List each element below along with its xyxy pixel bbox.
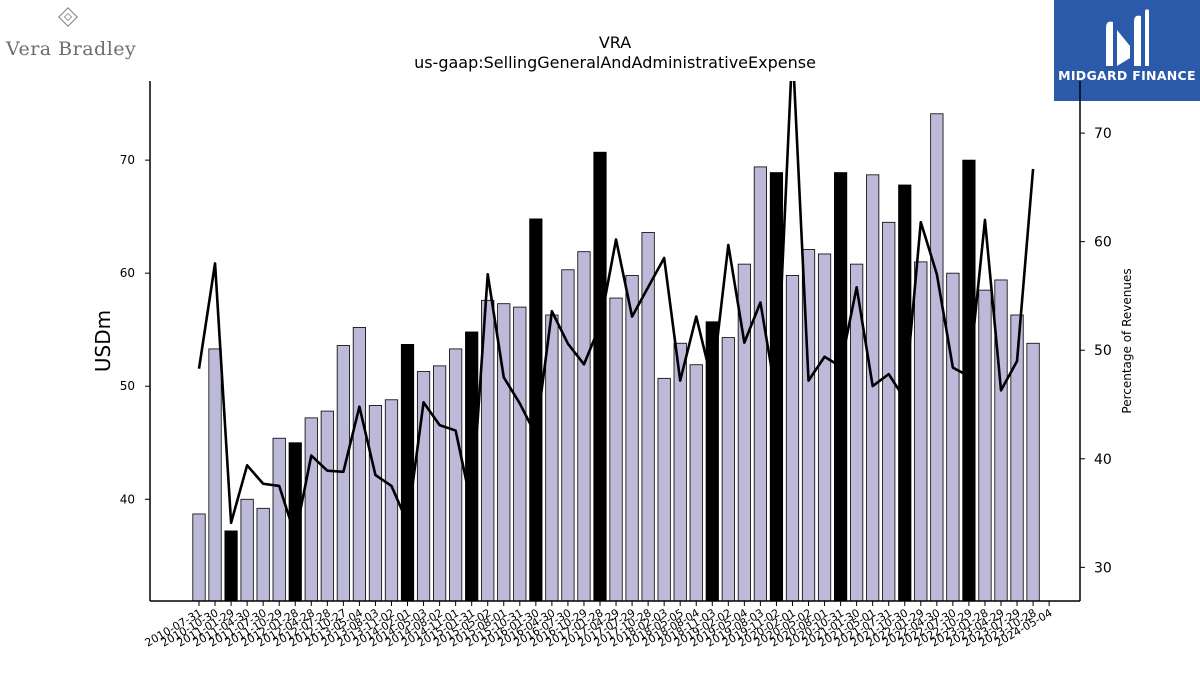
bar xyxy=(465,331,479,602)
y-tick-label: 70 xyxy=(120,153,135,167)
bar xyxy=(946,272,960,602)
midgard-finance-name: MIDGARD FINANCE xyxy=(1058,68,1196,83)
y-tick-label: 40 xyxy=(120,492,135,506)
bar xyxy=(657,377,671,602)
bar xyxy=(272,437,286,602)
bar xyxy=(449,348,463,602)
y2-tick-label: 60 xyxy=(1094,235,1112,251)
bar xyxy=(930,113,944,602)
y2-tick-label: 50 xyxy=(1094,343,1112,359)
bar xyxy=(304,417,318,602)
y2-tick-label: 40 xyxy=(1094,452,1112,468)
y-tick-label: 60 xyxy=(120,266,135,280)
bar xyxy=(336,345,350,602)
axes-layer xyxy=(149,81,1081,602)
y2-tick-label: 70 xyxy=(1094,126,1112,142)
bar xyxy=(240,498,254,602)
bar xyxy=(561,269,575,602)
bar xyxy=(882,221,896,602)
chart-subtitle: us-gaap:SellingGeneralAndAdministrativeE… xyxy=(414,53,816,72)
y2-axis-label: Percentage of Revenues xyxy=(1120,268,1134,413)
y-axis-label: USDm xyxy=(91,310,115,372)
bar xyxy=(978,289,992,602)
bar xyxy=(352,327,367,602)
bar xyxy=(721,337,735,602)
bar xyxy=(593,151,607,602)
bar xyxy=(866,174,880,602)
bars-layer xyxy=(192,113,1040,602)
chart-title: VRA xyxy=(599,33,631,52)
bar xyxy=(753,166,768,602)
bar xyxy=(689,364,703,602)
ticks-layer: 4050607030405060702010-07-312010-10-3020… xyxy=(120,126,1112,649)
bar xyxy=(545,314,559,602)
bar xyxy=(368,405,383,602)
y2-tick-label: 30 xyxy=(1094,560,1112,576)
bar xyxy=(432,365,447,602)
bar xyxy=(834,172,848,602)
bar xyxy=(1026,342,1040,602)
bar xyxy=(914,261,928,602)
bar xyxy=(785,275,800,602)
bar xyxy=(673,342,687,602)
y-tick-label: 50 xyxy=(120,379,135,393)
vera-bradley-wordmark: Vera Bradley xyxy=(6,38,137,60)
midgard-finance-logo: MIDGARD FINANCE xyxy=(1054,0,1200,101)
midgard-m-icon xyxy=(1106,9,1149,67)
bar xyxy=(384,399,399,602)
bar xyxy=(513,306,527,602)
bar xyxy=(320,410,334,602)
bar xyxy=(817,253,832,602)
line-layer xyxy=(197,81,1035,538)
pct-of-revenues-line xyxy=(197,81,1035,538)
bar xyxy=(577,251,591,602)
bar xyxy=(192,513,206,602)
vera-bradley-logo: Vera Bradley xyxy=(6,4,136,60)
bar xyxy=(400,343,415,602)
bar xyxy=(994,279,1008,602)
bar xyxy=(609,297,623,602)
bar xyxy=(256,507,270,602)
bar xyxy=(224,530,238,602)
bar xyxy=(962,159,976,602)
bar xyxy=(208,348,222,602)
bar xyxy=(625,275,639,602)
